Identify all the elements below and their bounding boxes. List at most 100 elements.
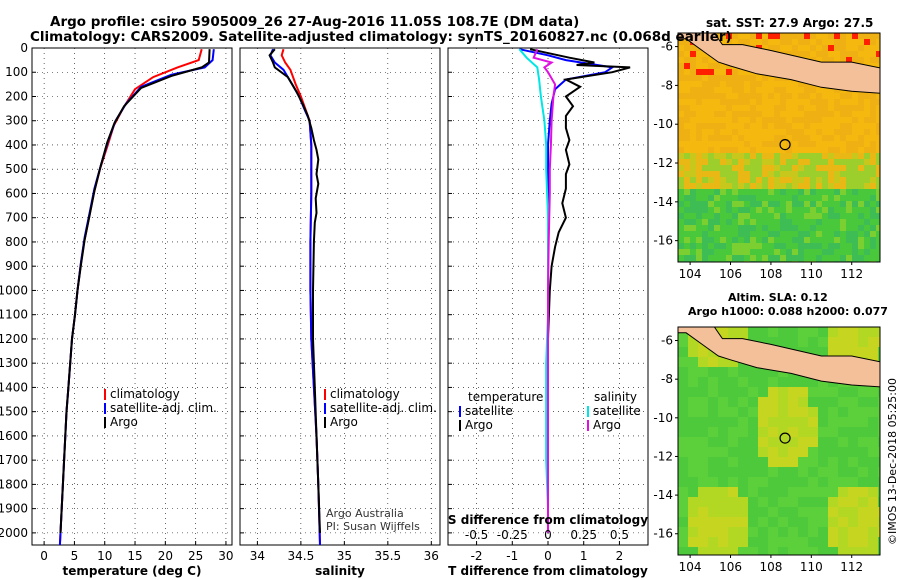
map-cell [798,45,804,51]
map-cell [714,243,720,249]
map-cell [708,165,714,171]
map-cell [788,327,798,337]
map-cell [762,213,768,219]
map-cell [828,33,834,39]
map-cell [698,467,708,477]
map-cell [876,189,880,195]
map-cell [708,87,714,93]
map-cell [702,63,708,69]
map-cell [878,437,880,447]
map-cell [816,39,822,45]
map-cell [678,219,684,225]
map-cell [828,407,838,417]
map-cell [732,111,738,117]
map-cell [858,147,864,153]
map-cell [810,33,816,39]
map-cell [688,457,698,467]
map-cell [738,243,744,249]
map-cell [798,159,804,165]
map-cell [750,207,756,213]
map-cell [864,231,870,237]
sla-map-title-1: Altim. SLA: 0.12 [728,291,828,304]
map-cell [778,447,788,457]
map-cell [738,407,748,417]
map-cell [708,135,714,141]
map-cell [702,207,708,213]
map-cell [828,171,834,177]
map-cell [738,231,744,237]
map-cell [780,249,786,255]
map-cell [858,487,868,497]
map-cell [864,141,870,147]
map-cell [834,117,840,123]
map-cell [876,165,880,171]
map-cell [792,129,798,135]
y-tick-label: 300 [5,114,28,128]
map-cell [678,417,688,427]
map-cell [818,407,828,417]
map-cell [708,231,714,237]
map-cell [818,377,828,387]
x-tick-label-2: 0.5 [610,528,629,542]
map-cell [876,177,880,183]
map-cell [834,39,840,45]
map-cell [828,129,834,135]
map-cell [696,63,702,69]
map-cell [708,377,718,387]
map-cell [870,105,876,111]
map-cell [816,87,822,93]
map-cell [804,123,810,129]
map-cell [840,153,846,159]
map-cell [828,507,838,517]
map-cell [684,105,690,111]
map-cell [702,69,708,75]
map-cell [864,39,870,45]
map-cell [738,105,744,111]
map-cell [688,377,698,387]
map-cell [822,159,828,165]
map-cell [684,57,690,63]
map-cell [728,487,738,497]
map-cell [756,243,762,249]
map-cell [864,243,870,249]
map-cell [852,243,858,249]
map-cell [688,357,698,367]
map-cell [848,327,858,337]
map-cell [846,51,852,57]
y-tick-label: 900 [5,259,28,273]
lat-tick-label: -16 [653,234,673,248]
map-cell [828,237,834,243]
map-cell [738,111,744,117]
map-cell [678,467,688,477]
map-cell [748,477,758,487]
map-cell [828,497,838,507]
map-cell [840,213,846,219]
map-cell [838,397,848,407]
map-cell [774,81,780,87]
map-cell [852,93,858,99]
map-cell [690,243,696,249]
map-cell [702,177,708,183]
title-line-2: Climatology: CARS2009. Satellite-adjuste… [30,29,732,45]
map-cell [708,507,718,517]
map-cell [696,243,702,249]
map-cell [678,177,684,183]
map-cell [708,437,718,447]
map-cell [808,467,818,477]
map-cell [834,171,840,177]
map-cell [786,45,792,51]
map-cell [828,467,838,477]
map-cell [720,99,726,105]
map-cell [792,81,798,87]
map-cell [774,207,780,213]
map-cell [720,111,726,117]
map-cell [804,111,810,117]
map-cell [792,93,798,99]
map-cell [738,497,748,507]
map-cell [732,189,738,195]
map-cell [732,195,738,201]
sst-map-title: sat. SST: 27.9 Argo: 27.5 [706,16,874,30]
map-cell [846,237,852,243]
map-cell [818,517,828,527]
map-cell [702,75,708,81]
